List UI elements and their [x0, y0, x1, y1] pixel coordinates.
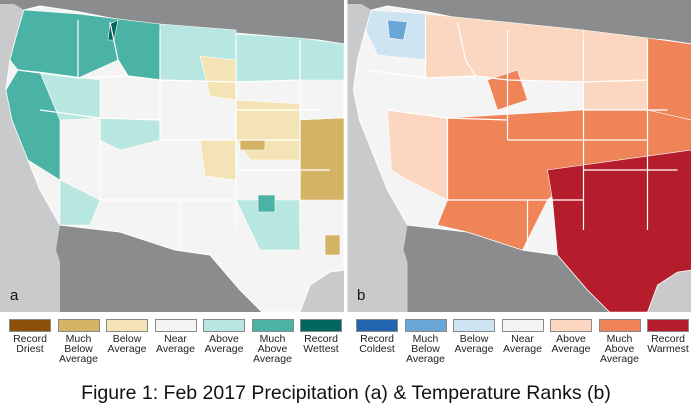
canada-land	[0, 0, 344, 44]
legend-swatch	[106, 319, 148, 332]
legend-item: Record Wettest	[297, 319, 345, 354]
mexico-land	[407, 225, 610, 312]
region-above	[583, 29, 648, 111]
region-above	[59, 179, 101, 226]
legend-swatch	[57, 319, 100, 332]
precipitation-map-panel: a	[0, 0, 344, 312]
panel-divider	[344, 0, 347, 312]
region-much-below	[324, 234, 341, 256]
legend-label: Much Below Average	[59, 333, 98, 365]
legend-item: Near Average	[499, 319, 547, 354]
legend-label: Much Above Average	[600, 333, 639, 365]
legend-swatch	[598, 319, 641, 332]
region-much-below	[387, 19, 408, 41]
legend-item: Record Coldest	[353, 319, 401, 354]
legend-item: Above Average	[200, 319, 248, 354]
legend-label: Near Average	[503, 333, 542, 355]
region-above	[235, 199, 301, 251]
temperature-legend: Record Coldest Much Below Average Below Averag…	[347, 319, 692, 379]
legend-item: Above Average	[547, 319, 595, 354]
legend-swatch	[501, 319, 544, 332]
legend-swatch	[154, 319, 197, 332]
legend-label: Above Average	[551, 333, 591, 355]
legend-swatch	[356, 319, 398, 332]
legend-label: Below Average	[107, 333, 147, 355]
legend-label: Much Below Average	[406, 333, 445, 365]
region-much-above	[257, 194, 276, 213]
legend-label: Much Above Average	[253, 333, 292, 365]
panel-label-a: a	[10, 287, 19, 304]
legend-item: Below Average	[450, 319, 498, 354]
legend-swatch	[9, 319, 51, 332]
precipitation-regions	[5, 9, 344, 256]
baja-land	[403, 225, 443, 312]
legend-item: Much Below Average	[55, 319, 103, 364]
legend-item: Below Average	[103, 319, 151, 354]
legend-swatch	[404, 319, 447, 332]
region-much-below	[239, 139, 266, 151]
legend-label: Record Wettest	[303, 333, 339, 355]
precipitation-map	[0, 0, 344, 312]
region-below	[199, 139, 237, 181]
legend-label: Above Average	[204, 333, 244, 355]
state-borders	[365, 20, 678, 250]
legend-swatch	[203, 319, 245, 332]
legend-label: Record Driest	[13, 333, 47, 355]
legend-item: Near Average	[152, 319, 200, 354]
legend-item: Much Above Average	[596, 319, 644, 364]
legend-label: Below Average	[454, 333, 494, 355]
legend-swatch	[647, 319, 689, 332]
legend-item: Record Warmest	[644, 319, 692, 354]
legend-swatch	[453, 319, 495, 332]
legend-swatch	[300, 319, 342, 332]
temperature-map	[347, 0, 691, 312]
legend-item: Much Above Average	[249, 319, 297, 364]
state-borders	[17, 20, 330, 250]
legend-item: Record Driest	[6, 319, 54, 354]
baja-land	[56, 225, 95, 312]
legend-label: Record Coldest	[359, 333, 395, 355]
legend-swatch	[251, 319, 294, 332]
legend-label: Record Warmest	[647, 333, 689, 355]
mexico-land	[60, 225, 262, 312]
figure-caption: Figure 1: Feb 2017 Precipitation (a) & T…	[81, 382, 611, 404]
region-much-above	[647, 37, 691, 121]
legend-label: Near Average	[156, 333, 195, 355]
region-below	[235, 99, 301, 161]
legend-swatch	[550, 319, 592, 332]
legend-item: Much Below Average	[402, 319, 450, 364]
panel-label-b: b	[357, 287, 366, 304]
precipitation-legend: Record Driest Much Below Average Below Average…	[0, 319, 344, 379]
region-much-below	[299, 117, 344, 201]
temperature-map-panel: b	[347, 0, 691, 312]
